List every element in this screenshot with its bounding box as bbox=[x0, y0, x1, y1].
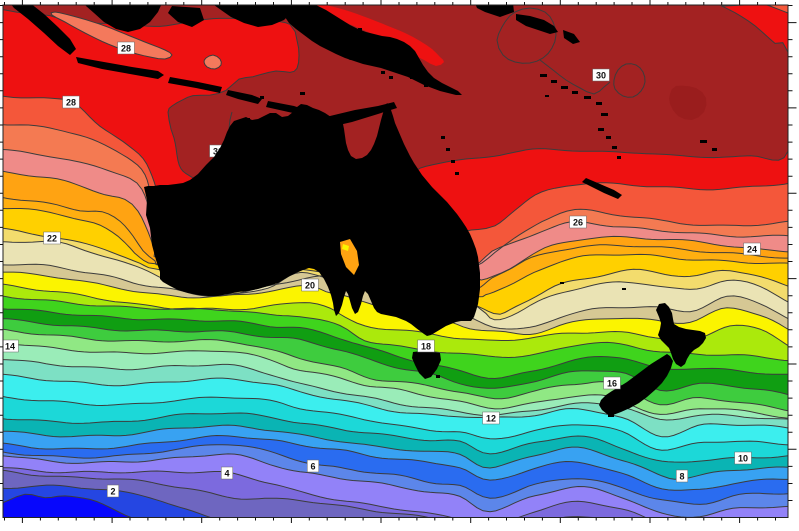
svg-text:12: 12 bbox=[486, 413, 496, 423]
svg-text:22: 22 bbox=[47, 233, 57, 243]
svg-text:4: 4 bbox=[224, 468, 229, 478]
svg-text:24: 24 bbox=[747, 244, 757, 254]
svg-text:18: 18 bbox=[421, 341, 431, 351]
svg-text:16: 16 bbox=[607, 378, 617, 388]
svg-text:2: 2 bbox=[110, 486, 115, 496]
svg-text:6: 6 bbox=[310, 461, 315, 471]
svg-text:28: 28 bbox=[121, 43, 131, 53]
svg-text:28: 28 bbox=[66, 97, 76, 107]
svg-text:10: 10 bbox=[738, 453, 748, 463]
svg-text:20: 20 bbox=[305, 280, 315, 290]
svg-text:14: 14 bbox=[5, 341, 15, 351]
svg-text:26: 26 bbox=[573, 217, 583, 227]
svg-text:30: 30 bbox=[596, 70, 606, 80]
svg-text:8: 8 bbox=[679, 471, 684, 481]
